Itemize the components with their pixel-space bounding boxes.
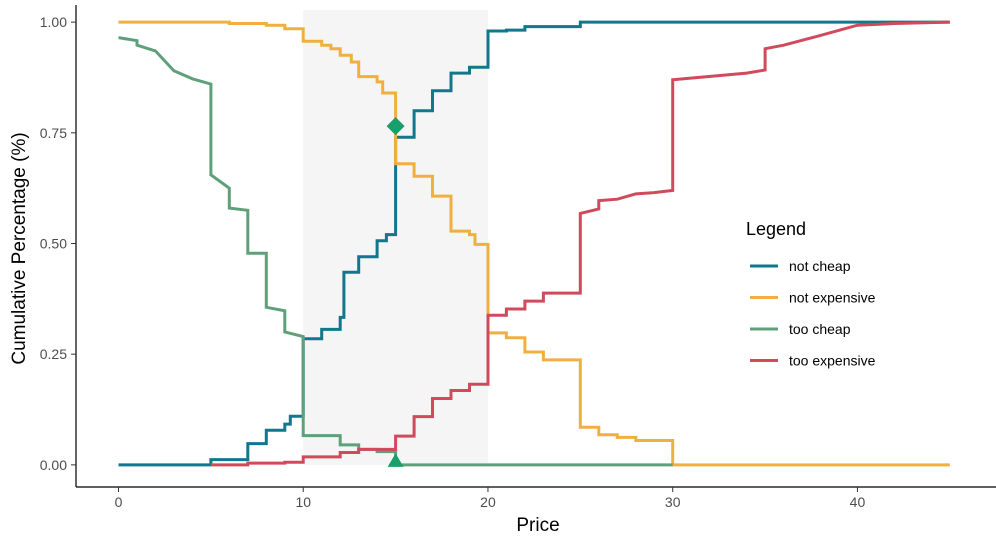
legend-label: not cheap <box>789 258 851 274</box>
legend-label: too cheap <box>789 321 851 337</box>
x-tick-label: 20 <box>480 494 496 510</box>
legend-label: not expensive <box>789 290 876 306</box>
diamond-marker <box>386 117 405 136</box>
legend-label: too expensive <box>789 353 876 369</box>
y-axis-title: Cumulative Percentage (%) <box>9 132 30 364</box>
x-tick-label: 30 <box>665 494 681 510</box>
acceptable-price-range-band <box>303 10 488 465</box>
y-tick-label: 0.75 <box>40 125 67 141</box>
y-tick-label: 0.00 <box>40 457 67 473</box>
legend: Legend not cheap not expensive too cheap to… <box>746 219 876 369</box>
series-line-too-expensive <box>210 20 950 467</box>
x-tick-label: 10 <box>295 494 311 510</box>
legend-entries: not cheap not expensive too cheap too expen… <box>750 258 876 369</box>
triangle-marker <box>387 453 404 467</box>
series-line-not-cheap <box>118 20 950 467</box>
marker-layer <box>386 117 405 467</box>
legend-title: Legend <box>746 219 806 239</box>
y-tick-label: 0.25 <box>40 346 67 362</box>
y-tick-label: 1.00 <box>40 14 67 30</box>
series-layer <box>118 20 950 467</box>
x-tick-label: 40 <box>850 494 866 510</box>
x-axis-title: Price <box>516 515 559 536</box>
axis-layer: 0 10 20 30 40 0.00 0.25 0.50 0.75 1.00 <box>40 5 996 510</box>
y-tick-label: 0.50 <box>40 236 67 252</box>
x-tick-label: 0 <box>115 494 123 510</box>
series-line-not-expensive <box>118 20 950 467</box>
